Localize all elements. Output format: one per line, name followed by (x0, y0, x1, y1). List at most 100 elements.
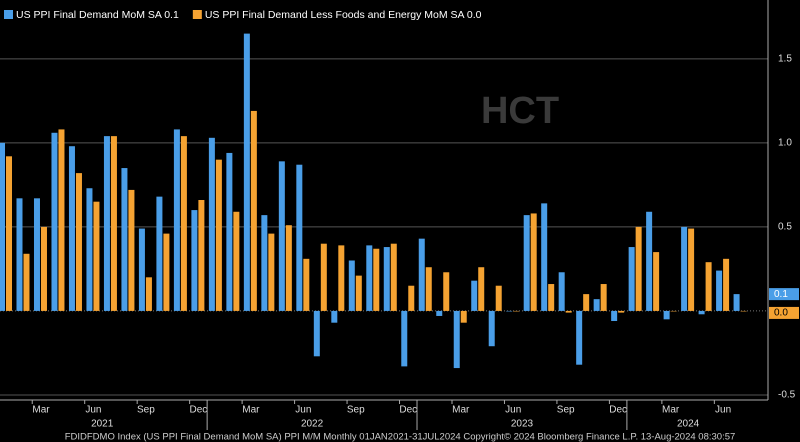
bar (506, 310, 513, 312)
x-tick-label: Mar (242, 405, 260, 416)
legend-swatch (4, 10, 13, 19)
bar (611, 310, 618, 322)
bar (390, 243, 397, 311)
bar (16, 198, 23, 311)
x-tick-label: Sep (137, 405, 155, 416)
bar (156, 196, 163, 311)
x-tick-label: Jun (85, 405, 101, 416)
bar (138, 228, 145, 311)
bar (681, 226, 688, 311)
bar (558, 272, 565, 311)
bar (261, 215, 268, 311)
bar (513, 310, 520, 312)
bar (373, 248, 380, 311)
last-value-label: 0.1 (774, 289, 788, 300)
bar (471, 280, 478, 311)
bar (523, 215, 530, 311)
bar (0, 142, 5, 311)
bar (635, 226, 642, 311)
bar (145, 277, 152, 311)
bar (191, 210, 198, 311)
x-tick-label: Jun (505, 405, 521, 416)
legend-swatch (192, 10, 202, 19)
bar (600, 284, 607, 311)
bar (383, 247, 390, 311)
x-tick-label: Dec (609, 405, 627, 416)
bar (68, 146, 75, 311)
bar (173, 129, 180, 311)
bar (208, 137, 215, 311)
year-label: 2024 (677, 419, 700, 430)
bar (670, 310, 677, 312)
last-value-tag (769, 288, 799, 301)
bar (233, 211, 240, 311)
bar (478, 267, 485, 311)
bar (698, 310, 705, 315)
bar (425, 267, 432, 311)
bar (355, 275, 362, 311)
bar (23, 253, 30, 311)
bar (198, 200, 205, 311)
bar (740, 310, 747, 312)
bar (348, 260, 355, 311)
bar (593, 299, 600, 311)
bar (408, 285, 415, 311)
bar (723, 258, 730, 311)
bar (576, 310, 583, 365)
bar (548, 284, 555, 311)
bar (401, 310, 408, 367)
x-tick-label: Mar (452, 405, 470, 416)
bar (75, 173, 82, 311)
bar (103, 136, 110, 311)
bar (331, 310, 338, 323)
x-tick-label: Jun (295, 405, 311, 416)
bar (278, 161, 285, 311)
watermark: HCT (481, 90, 559, 132)
bar (628, 247, 635, 311)
bar (163, 233, 170, 311)
year-label: 2022 (301, 419, 324, 430)
bar (495, 285, 502, 311)
bar (121, 168, 128, 311)
bar (303, 258, 310, 311)
bar (583, 294, 590, 311)
x-tick-label: Dec (399, 405, 417, 416)
bar (338, 245, 345, 311)
bar (250, 110, 257, 311)
y-tick-label: 0.5 (778, 222, 792, 233)
bar (705, 262, 712, 311)
year-label: 2021 (91, 419, 114, 430)
bar (215, 159, 222, 311)
bar (653, 252, 660, 311)
bar (285, 225, 292, 311)
bar (93, 201, 100, 311)
x-tick-label: Sep (557, 405, 575, 416)
bar (453, 310, 460, 369)
x-tick-label: Mar (662, 405, 680, 416)
bar (180, 136, 187, 311)
bar (436, 310, 443, 316)
x-tick-label: Jun (715, 405, 731, 416)
bar (296, 164, 303, 311)
bar (716, 270, 723, 311)
bar (646, 211, 653, 311)
bar (488, 310, 495, 347)
bar (366, 245, 373, 311)
legend-label: US PPI Final Demand MoM SA 0.1 (16, 9, 179, 21)
year-label: 2023 (511, 419, 534, 430)
bar (565, 310, 572, 313)
bar (128, 189, 135, 311)
bar (110, 136, 117, 311)
bar (618, 310, 625, 313)
y-tick-label: 1.0 (778, 137, 792, 148)
last-value-tag (769, 306, 799, 319)
bar (541, 203, 548, 311)
bar (460, 310, 467, 323)
bar (320, 243, 327, 311)
y-tick-label: 1.5 (778, 53, 792, 64)
bar (663, 310, 670, 320)
bar (688, 228, 695, 311)
x-tick-label: Dec (189, 405, 207, 416)
